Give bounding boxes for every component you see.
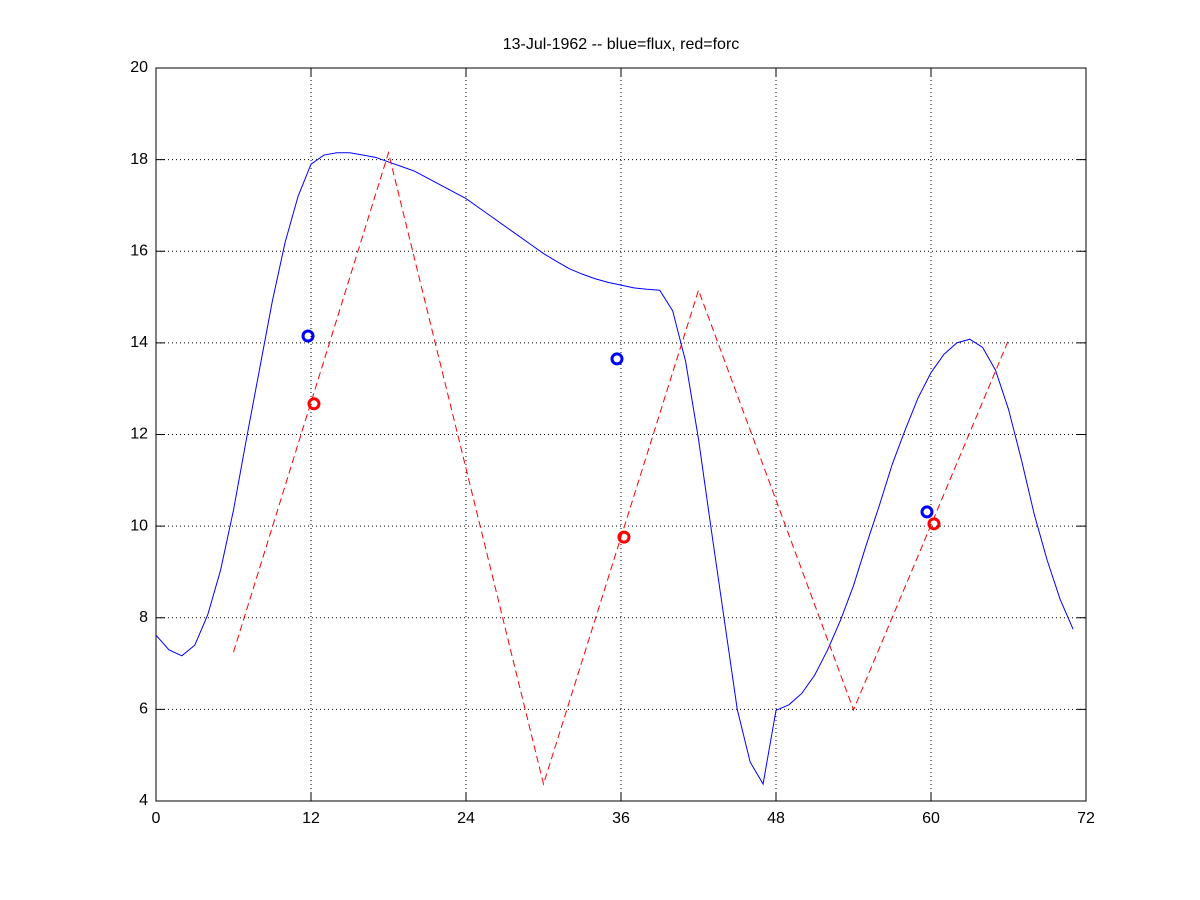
- y-tick-label: 16: [130, 242, 148, 259]
- data-point: [610, 352, 624, 366]
- y-tick-label: 10: [130, 517, 148, 534]
- y-tick-label: 6: [139, 701, 148, 718]
- x-tick-label: 12: [302, 810, 320, 827]
- x-tick-label: 36: [612, 810, 630, 827]
- data-point: [617, 530, 631, 544]
- y-tick-label: 8: [139, 609, 148, 626]
- y-tick-label: 14: [130, 334, 148, 351]
- data-point: [927, 517, 941, 531]
- y-tick-label: 12: [130, 426, 148, 443]
- x-tick-label: 72: [1077, 810, 1095, 827]
- data-point: [301, 329, 315, 343]
- x-tick-label: 0: [152, 810, 161, 827]
- x-tick-label: 60: [922, 810, 940, 827]
- y-tick-label: 18: [130, 151, 148, 168]
- y-tick-label: 20: [130, 59, 148, 76]
- chart-title: 13-Jul-1962 -- blue=flux, red=forc: [503, 36, 740, 53]
- x-tick-label: 24: [457, 810, 475, 827]
- x-tick-label: 48: [767, 810, 785, 827]
- data-point: [920, 505, 934, 519]
- data-point: [307, 397, 321, 411]
- y-tick-label: 4: [139, 792, 148, 809]
- series-line: [233, 150, 1009, 786]
- series-line: [155, 152, 1074, 786]
- plot-frame: [155, 67, 1087, 802]
